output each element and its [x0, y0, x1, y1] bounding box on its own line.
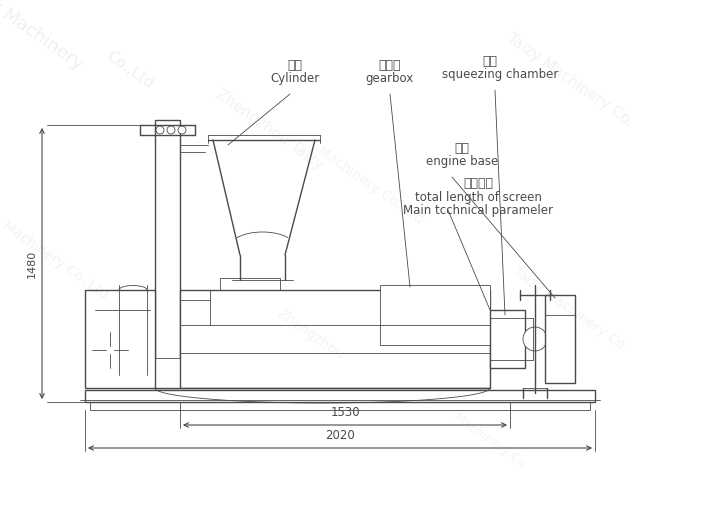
Text: Cylinder: Cylinder	[271, 72, 320, 85]
Text: izy Machinery: izy Machinery	[0, 0, 86, 73]
Text: Co.,Ltd: Co.,Ltd	[104, 49, 156, 92]
Bar	[90, 402, 590, 410]
Text: 1530: 1530	[330, 406, 360, 419]
Text: Machinery Co.,Ltd: Machinery Co.,Ltd	[315, 143, 425, 227]
Text: 齿轮箱: 齿轮箱	[378, 59, 401, 72]
Text: Taizy Machinery Co.: Taizy Machinery Co.	[504, 31, 636, 130]
Bar	[85, 390, 595, 402]
Text: Machinery Co.,Ltd: Machinery Co.,Ltd	[0, 218, 110, 302]
Bar	[490, 310, 525, 368]
Text: 2020: 2020	[325, 429, 355, 442]
Bar	[380, 285, 490, 345]
Text: Machinery Co: Machinery Co	[452, 410, 529, 470]
Bar	[155, 120, 180, 388]
Bar	[147, 358, 188, 388]
Text: 螺旋总程: 螺旋总程	[463, 177, 493, 190]
Text: Zhengzhou Taizy: Zhengzhou Taizy	[213, 87, 327, 173]
Circle shape	[156, 126, 164, 134]
Text: engine base: engine base	[426, 155, 498, 168]
Text: 1480: 1480	[27, 249, 37, 278]
Text: Taizy Machinery Co.: Taizy Machinery Co.	[510, 265, 630, 355]
Text: 喂料: 喂料	[288, 59, 302, 72]
Circle shape	[167, 126, 175, 134]
Bar	[180, 290, 490, 388]
Bar	[85, 290, 155, 388]
Bar	[545, 295, 575, 383]
Text: Main tcchnical parameler: Main tcchnical parameler	[403, 204, 553, 217]
Circle shape	[109, 349, 111, 352]
Text: Zhengzhou: Zhengzhou	[274, 307, 346, 363]
Circle shape	[178, 126, 186, 134]
Text: gearbox: gearbox	[366, 72, 414, 85]
Circle shape	[92, 332, 128, 368]
Circle shape	[106, 346, 114, 354]
Text: squeezing chamber: squeezing chamber	[442, 68, 558, 81]
Circle shape	[523, 327, 547, 351]
Text: total length of screen: total length of screen	[415, 191, 542, 204]
Text: 榨腔: 榨腔	[483, 55, 498, 68]
Bar	[220, 278, 280, 290]
Text: 机架: 机架	[454, 142, 469, 155]
